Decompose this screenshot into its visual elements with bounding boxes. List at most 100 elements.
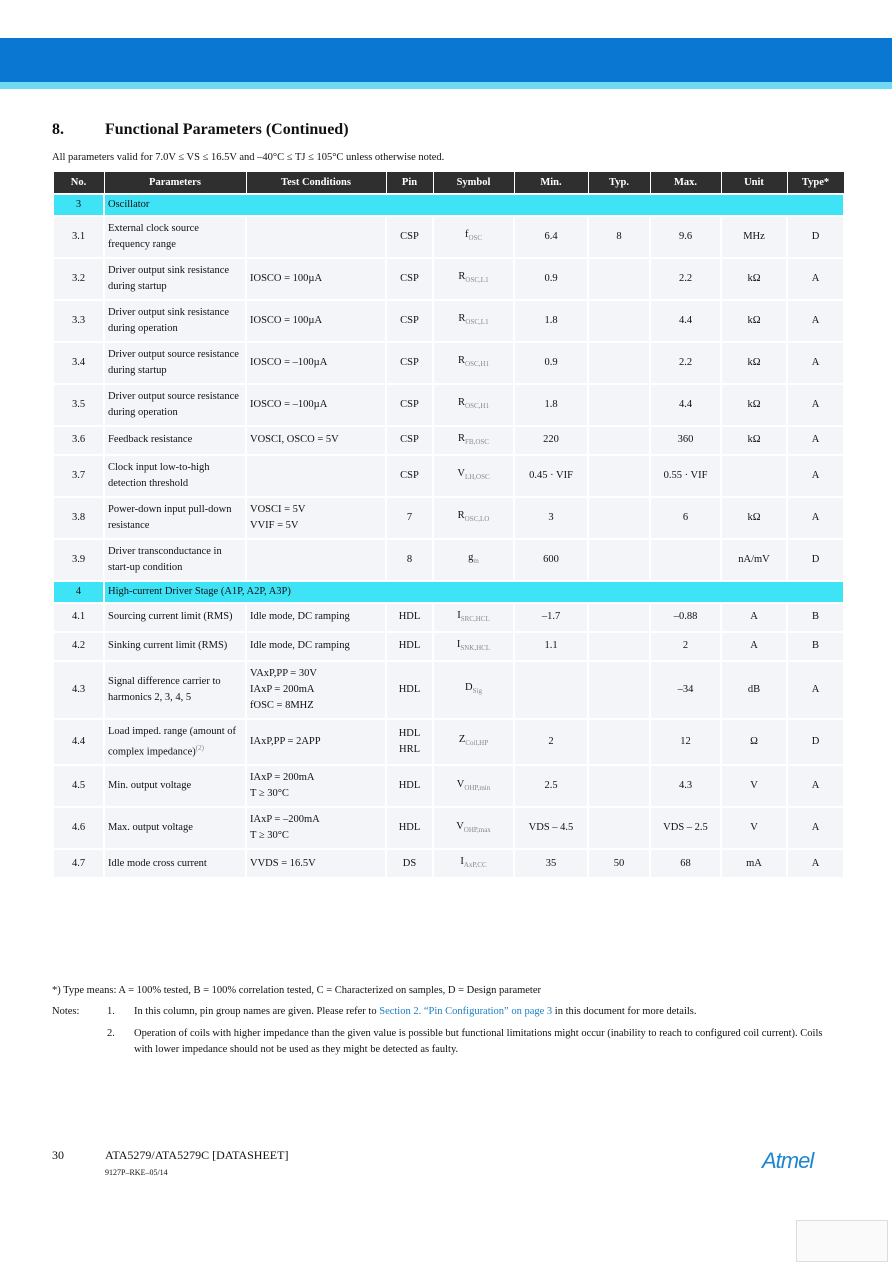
cell-unit: kΩ: [720, 424, 788, 456]
column-header: No.: [52, 171, 105, 194]
note-label: [52, 1026, 107, 1058]
cell-param: Signal difference carrier to harmonics 2…: [103, 659, 247, 720]
section-title: Functional Parameters (Continued): [105, 121, 349, 138]
data-row: 3.1 External clock source frequency range…: [52, 214, 845, 259]
symbol-sub: Sig: [472, 687, 482, 696]
cell-max: 2: [649, 630, 722, 662]
cell-unit: kΩ: [720, 382, 788, 427]
cell-sym: VLH,OSC: [432, 453, 515, 498]
cell-line: HRL: [399, 744, 420, 756]
cell-min: 0.45 · VIF: [513, 453, 589, 498]
cell-pin: CSP: [385, 424, 434, 456]
symbol: I: [460, 856, 464, 868]
cell-cond: IAxP,PP = 2APP: [245, 717, 387, 767]
cell-param: Load imped. range (amount of complex imp…: [103, 717, 247, 767]
cell-unit: mA: [720, 848, 788, 880]
column-header: Min.: [513, 171, 589, 194]
symbol-sub: FB,OSC: [465, 437, 489, 446]
cell-cond: Idle mode, DC ramping: [245, 601, 387, 633]
cell-min: 2: [513, 717, 589, 767]
cell-pin: CSP: [385, 298, 434, 343]
data-row: 3.5 Driver output source resistance durin…: [52, 382, 845, 427]
parameter-table: No. Parameters Test Conditions Pin Symbol Min…: [52, 171, 845, 880]
cell-param: Driver transconductance in start-up cond…: [103, 537, 247, 582]
cell-min: 0.9: [513, 340, 589, 385]
cell-typ: [587, 298, 651, 343]
cell-sym: ISRC,HCL: [432, 601, 515, 633]
viewer-widget[interactable]: [796, 1220, 888, 1262]
note-ref: (2): [195, 743, 204, 752]
cell-max: 2.2: [649, 256, 722, 301]
cell-typ: [587, 340, 651, 385]
cell-line: VOSCI = 5V: [250, 503, 306, 515]
cell-typ: [587, 537, 651, 582]
cell-cond: IOSCO = –100µA: [245, 340, 387, 385]
cell-type: A: [786, 340, 845, 385]
cell-sym: ROSC,H1: [432, 382, 515, 427]
cell-max: 68: [649, 848, 722, 880]
cell-max: 2.2: [649, 340, 722, 385]
cell-typ: [587, 717, 651, 767]
cell-pin: HDL: [385, 806, 434, 851]
cell-cond: [245, 453, 387, 498]
cell-type: D: [786, 537, 845, 582]
cell-typ: [587, 453, 651, 498]
cell-type: B: [786, 601, 845, 633]
symbol-sub: OSC,H1: [465, 360, 489, 369]
column-header: Pin: [385, 171, 434, 194]
cell-min: 1.8: [513, 298, 589, 343]
symbol-sub: OHP,max: [463, 825, 491, 834]
cell-pin: CSP: [385, 453, 434, 498]
cell-max: [649, 537, 722, 582]
cell-param: Max. output voltage: [103, 806, 247, 851]
cell-typ: 50: [587, 848, 651, 880]
notes: Notes: 1. In this column, pin group names …: [52, 1004, 832, 1064]
cell-no: 4.7: [52, 848, 105, 880]
cell-cond: [245, 537, 387, 582]
symbol-sub: LH,OSC: [464, 473, 490, 482]
conditions: All parameters valid for 7.0V ≤ VS ≤ 16.…: [52, 152, 445, 163]
data-row: 3.2 Driver output sink resistance during …: [52, 256, 845, 301]
section-row: 3 Oscillator: [52, 192, 845, 217]
cell-unit: [720, 453, 788, 498]
cell-no: 4.2: [52, 630, 105, 662]
cell-min: [513, 659, 589, 720]
cell-cond: VAxP,PP = 30V IAxP = 200mA fOSC = 8MHZ: [245, 659, 387, 720]
note-text: Operation of coils with higher impedance…: [134, 1026, 832, 1058]
cell-sym: VOHP,max: [432, 806, 515, 851]
symbol-sub: OSC: [468, 234, 483, 243]
cell-cond: IOSCO = 100µA: [245, 256, 387, 301]
symbol-sub: OSC,L1: [465, 276, 489, 285]
symbol-sub: OSC,L1: [465, 318, 489, 327]
section-number: 4: [52, 579, 105, 604]
cell-typ: [587, 424, 651, 456]
section-number: 3: [52, 192, 105, 217]
section-row: 4 High-current Driver Stage (A1P, A2P, A3…: [52, 579, 845, 604]
column-header: Unit: [720, 171, 788, 194]
cell-unit: nA/mV: [720, 537, 788, 582]
header-band: [0, 38, 892, 82]
cell-min: 3: [513, 495, 589, 540]
doc-title: ATA5279/ATA5279C [DATASHEET]: [105, 1148, 289, 1162]
cell-type: A: [786, 256, 845, 301]
cell-max: 9.6: [649, 214, 722, 259]
cell-unit: A: [720, 630, 788, 662]
cell-sym: gm: [432, 537, 515, 582]
cell-cond: IOSCO = 100µA: [245, 298, 387, 343]
cell-param: Sinking current limit (RMS): [103, 630, 247, 662]
data-row: 3.8 Power-down input pull-down resistance…: [52, 495, 845, 540]
note: 2. Operation of coils with higher impedan…: [52, 1026, 832, 1058]
cell-pin: CSP: [385, 382, 434, 427]
cell-min: –1.7: [513, 601, 589, 633]
cell-typ: [587, 806, 651, 851]
cell-no: 4.4: [52, 717, 105, 767]
cell-min: 6.4: [513, 214, 589, 259]
page-number: 30: [52, 1148, 64, 1162]
cell-cond: IAxP = 200mA T ≥ 30°C: [245, 764, 387, 809]
note-link[interactable]: Section 2. “Pin Configuration” on page 3: [379, 1006, 553, 1017]
data-row: 3.6 Feedback resistance VOSCI, OSCO = 5V CS…: [52, 424, 845, 456]
cell-pin: CSP: [385, 340, 434, 385]
symbol-sub: OHP,min: [464, 783, 491, 792]
column-header: Symbol: [432, 171, 515, 194]
symbol: R: [458, 396, 466, 408]
